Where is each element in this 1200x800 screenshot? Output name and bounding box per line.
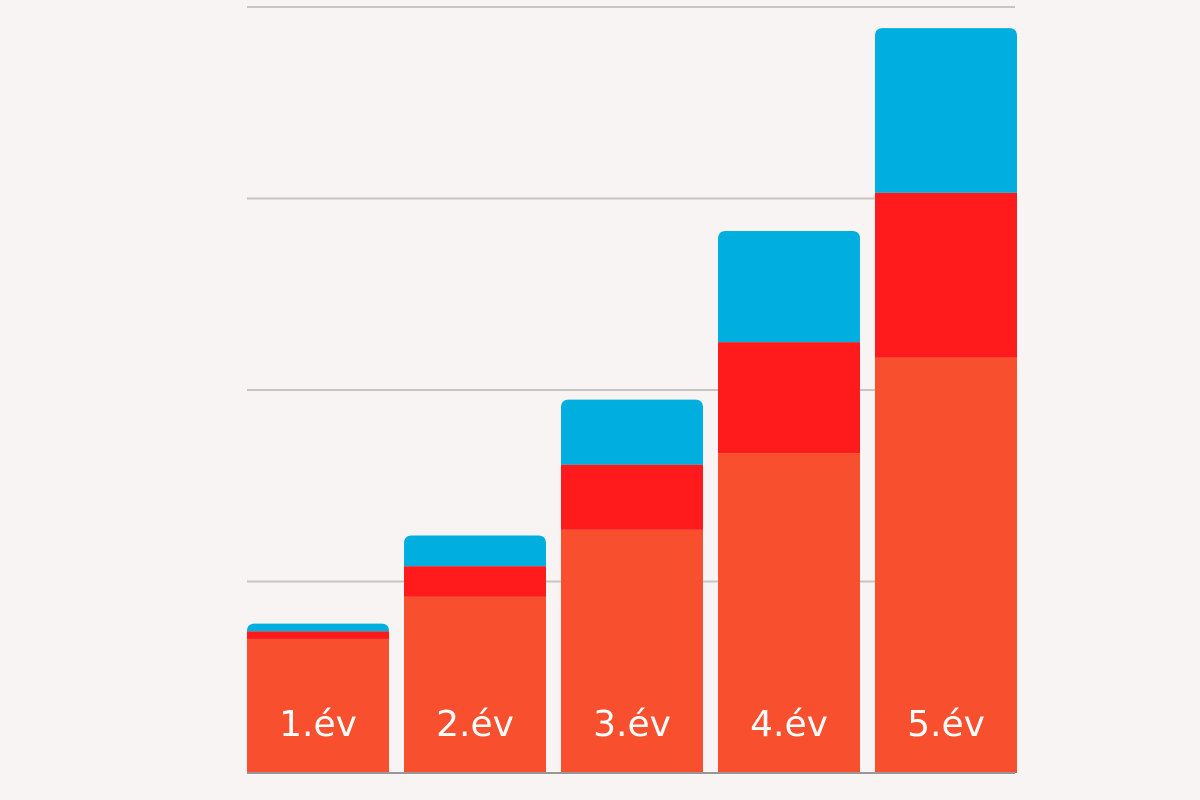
bar-segment-5-1: [875, 357, 1017, 773]
bar-segment-1-3: [247, 623, 389, 632]
bar-segment-5-3: [875, 28, 1017, 193]
bar-segment-2-3: [404, 535, 546, 567]
category-label-2: 2.év: [436, 704, 514, 745]
bar-segment-2-2: [404, 566, 546, 597]
bar-segment-2-1: [404, 596, 546, 773]
bars: [247, 28, 1017, 773]
bar-segment-1-2: [247, 631, 389, 639]
category-label-4: 4.év: [750, 704, 828, 745]
bar-segment-4-3: [718, 231, 860, 343]
bar-segment-3-3: [561, 399, 703, 465]
bar-segment-5-2: [875, 192, 1017, 358]
category-label-1: 1.év: [279, 704, 357, 745]
bar-segment-4-1: [718, 453, 860, 773]
bar-segment-3-2: [561, 464, 703, 530]
bar-segment-1-1: [247, 638, 389, 773]
category-label-3: 3.év: [593, 704, 671, 745]
category-labels: 1.év 2.év 3.év 4.év 5.év: [279, 704, 985, 745]
bar-segment-4-2: [718, 342, 860, 454]
category-label-5: 5.év: [907, 704, 985, 745]
bar-segment-3-1: [561, 529, 703, 773]
